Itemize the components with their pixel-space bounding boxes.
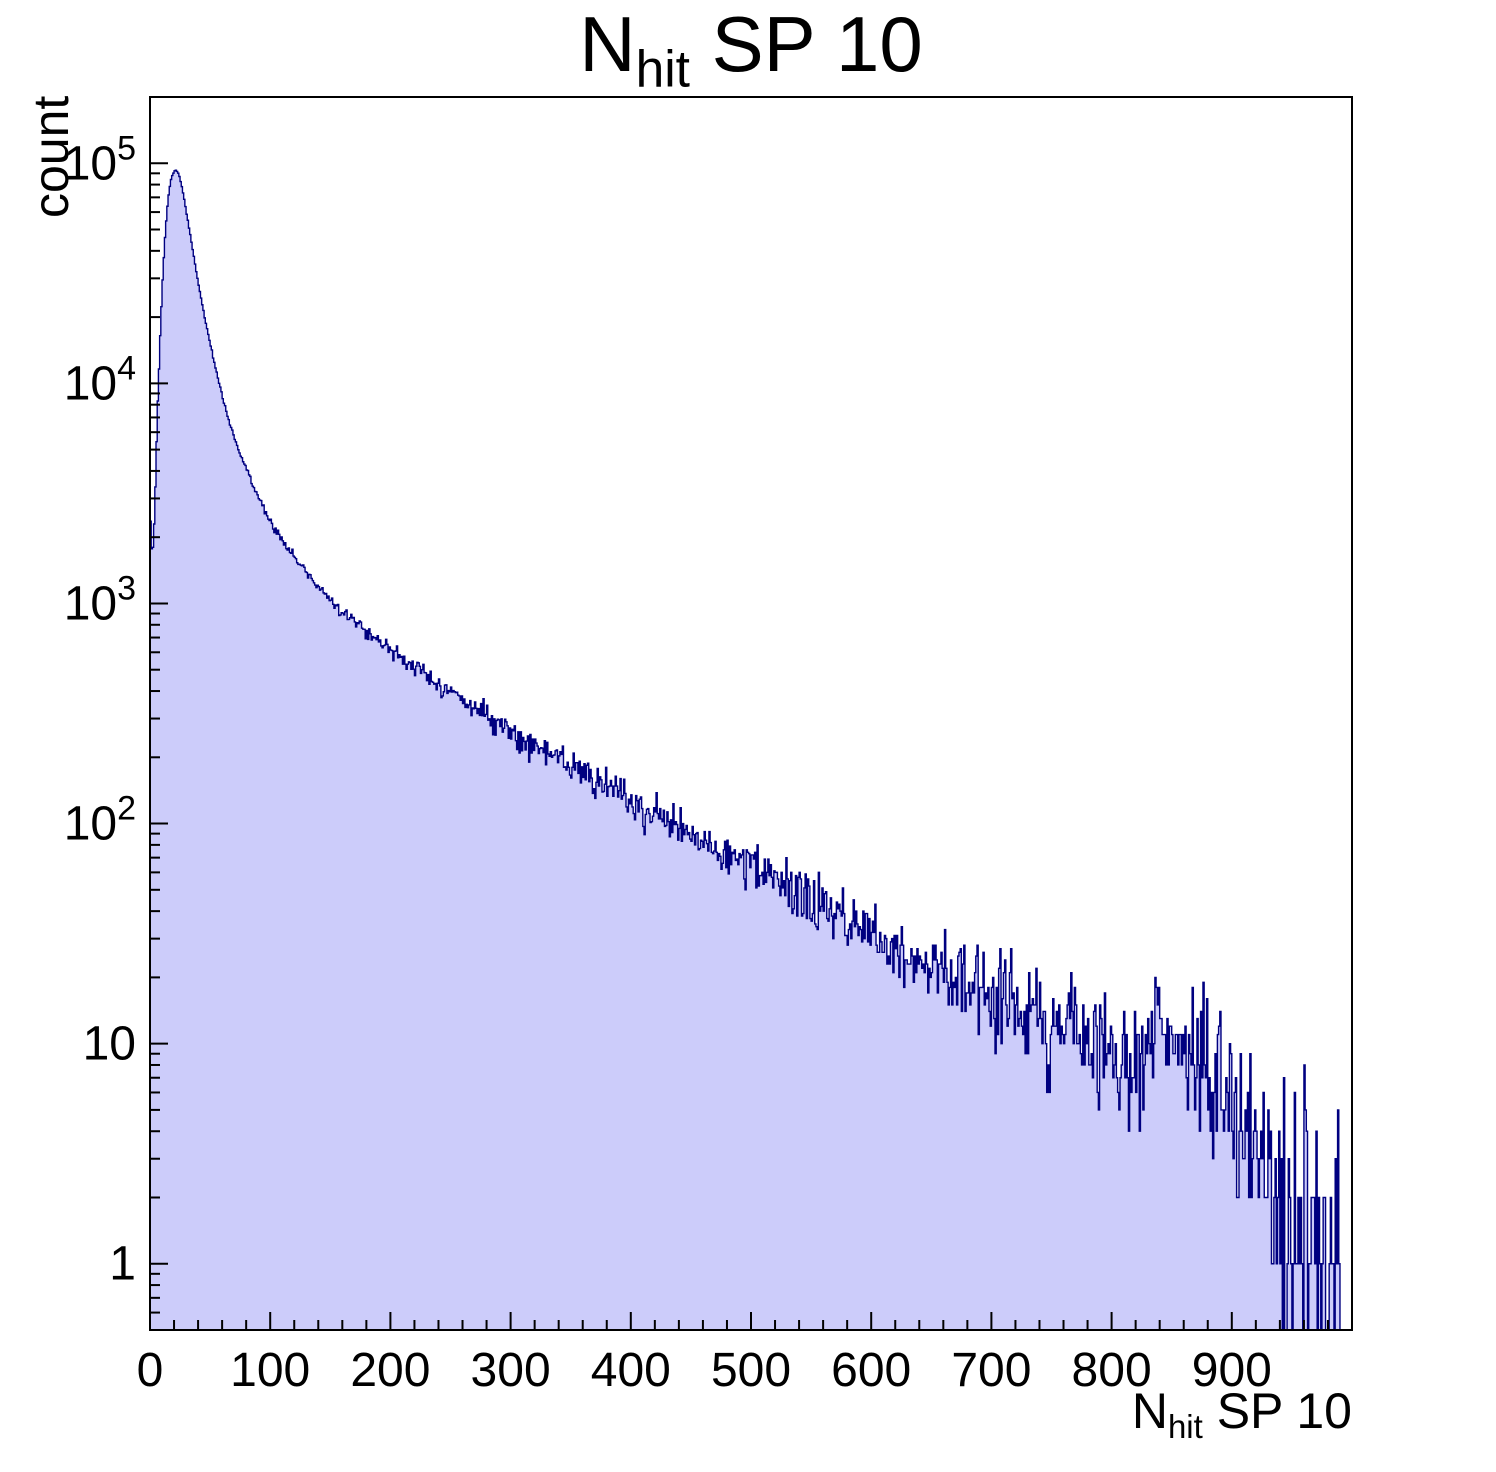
- svg-text:100: 100: [230, 1344, 310, 1397]
- svg-text:104: 104: [64, 349, 136, 410]
- svg-text:500: 500: [711, 1344, 791, 1397]
- svg-text:800: 800: [1072, 1344, 1152, 1397]
- svg-text:10: 10: [83, 1018, 136, 1071]
- svg-text:600: 600: [831, 1344, 911, 1397]
- chart-title: Nhit SP 10: [150, 0, 1352, 98]
- x-axis-label-rest: SP 10: [1202, 1383, 1352, 1439]
- y-axis-label: count: [23, 95, 79, 218]
- svg-text:105: 105: [64, 129, 136, 190]
- svg-text:102: 102: [64, 790, 136, 851]
- svg-text:200: 200: [350, 1344, 430, 1397]
- svg-text:1: 1: [109, 1238, 136, 1291]
- svg-text:900: 900: [1192, 1344, 1272, 1397]
- svg-text:400: 400: [591, 1344, 671, 1397]
- svg-text:0: 0: [137, 1344, 164, 1397]
- svg-text:300: 300: [471, 1344, 551, 1397]
- chart-title-rest: SP 10: [689, 0, 923, 88]
- x-axis-label: Nhit SP 10: [1132, 1382, 1352, 1446]
- chart-title-main: N: [579, 0, 636, 88]
- chart-title-subscript: hit: [635, 39, 690, 98]
- x-axis-label-subscript: hit: [1167, 1407, 1203, 1445]
- x-axis-label-main: N: [1131, 1383, 1168, 1439]
- svg-text:700: 700: [951, 1344, 1031, 1397]
- svg-text:103: 103: [64, 569, 136, 630]
